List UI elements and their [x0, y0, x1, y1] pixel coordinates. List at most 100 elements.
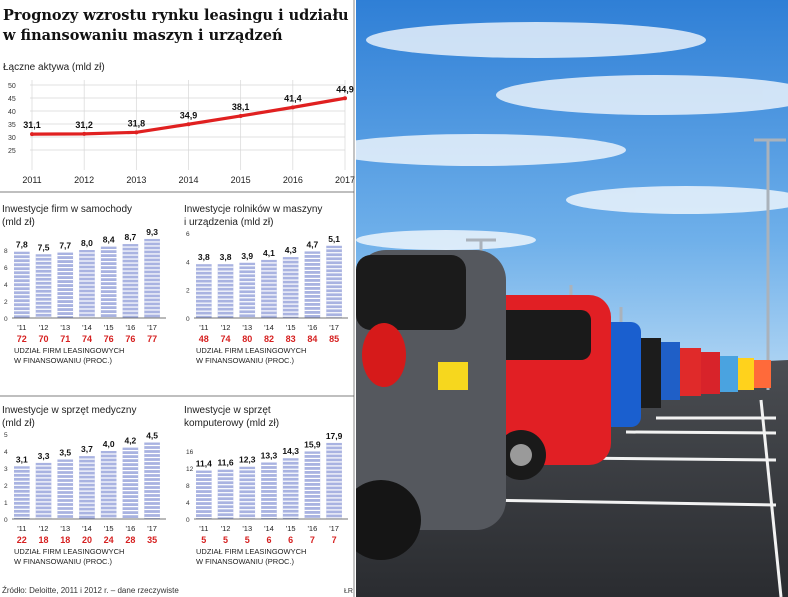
share-value: 84	[307, 334, 317, 344]
line-chart-point	[186, 122, 191, 127]
bar	[261, 259, 277, 318]
bar-data-label: 13,3	[261, 450, 278, 460]
bar-category-label: '14	[264, 323, 274, 332]
share-value: 5	[245, 535, 250, 545]
bar	[239, 466, 256, 519]
medical-equipment-bar-chart: Inwestycje w sprzęt medyczny (mld zł) 0 1 2 3…	[2, 405, 166, 566]
infographic-title-line1: Prognozy wzrostu rynku leasingu i udział…	[3, 7, 349, 24]
share-value: 80	[242, 334, 252, 344]
total-assets-line-chart: Łączne aktywa (mld zł) 25 30 35 40 45 50 2011 20…	[3, 62, 355, 185]
infographic-background	[0, 0, 356, 597]
bar-category-label: '14	[82, 524, 92, 533]
bar-chart-ytick: 0	[4, 316, 8, 323]
bar-data-label: 8,0	[81, 238, 93, 248]
farm-machinery-bar-chart: Inwestycje rolników w maszyny i urządzeni…	[184, 204, 348, 365]
bar-chart-ytick: 8	[186, 483, 190, 490]
line-chart-ytick: 40	[8, 109, 16, 116]
bar-category-label: '15	[104, 524, 114, 533]
bar-data-label: 4,3	[285, 245, 297, 255]
line-chart-point	[343, 96, 347, 101]
bar-category-label: '11	[17, 524, 26, 533]
share-value: 28	[125, 535, 135, 545]
share-value: 18	[39, 535, 49, 545]
cars-bar-chart: Inwestycje firm w samochody (mld zł) 0 2 4 6 8…	[2, 204, 166, 365]
bar-chart-ytick: 2	[4, 299, 8, 306]
line-chart-xtick: 2011	[22, 175, 41, 185]
line-chart-xtick: 2015	[231, 175, 251, 185]
bar-chart-ytick: 8	[4, 248, 8, 255]
bar	[282, 458, 299, 519]
line-chart-point	[238, 113, 243, 118]
share-value: 5	[223, 535, 228, 545]
share-value: 74	[221, 334, 231, 344]
bar-chart-ytick: 6	[186, 231, 190, 238]
line-chart-point	[134, 130, 139, 135]
share-value: 71	[60, 334, 70, 344]
infographic-title-line2: w finansowaniu maszyn i urządzeń	[2, 27, 283, 44]
bar-chart-title-line1: Inwestycje w sprzęt medyczny	[2, 405, 137, 416]
bar-category-label: '15	[286, 524, 296, 533]
bar-data-label: 7,8	[16, 240, 28, 250]
bar-chart-ytick: 0	[186, 316, 190, 323]
line-chart-xtick: 2017	[335, 175, 355, 185]
bar-category-label: '14	[264, 524, 274, 533]
line-chart-ytick: 35	[8, 122, 16, 129]
bar	[57, 252, 74, 318]
bar-data-label: 9,3	[146, 227, 158, 237]
bar-data-label: 3,8	[198, 252, 210, 262]
bar-data-label: 3,5	[59, 448, 71, 458]
line-chart-xtick: 2012	[74, 175, 94, 185]
bar	[122, 447, 139, 519]
author-credit: ŁR	[344, 588, 353, 595]
bar	[217, 469, 234, 519]
bar-chart-ytick: 5	[4, 432, 8, 439]
bar-data-label: 8,7	[124, 232, 136, 242]
share-value: 70	[39, 334, 49, 344]
share-caption-line1: UDZIAŁ FIRM LEASINGOWYCH	[14, 547, 124, 556]
bar-category-label: '17	[329, 524, 339, 533]
bar-category-label: '16	[307, 323, 317, 332]
share-caption-line1: UDZIAŁ FIRM LEASINGOWYCH	[196, 346, 306, 355]
bar	[196, 470, 212, 519]
bar	[35, 462, 52, 519]
line-chart-ytick: 25	[8, 148, 16, 155]
share-value: 76	[104, 334, 114, 344]
bar	[326, 245, 342, 318]
bar-category-label: '17	[147, 524, 157, 533]
share-value: 35	[147, 535, 157, 545]
line-chart-data-label: 31,2	[75, 120, 93, 130]
line-chart-xtick: 2013	[126, 175, 146, 185]
bar-chart-ytick: 3	[4, 466, 8, 473]
bar-data-label: 7,7	[59, 241, 71, 251]
bar	[35, 254, 52, 318]
share-value: 5	[201, 535, 206, 545]
bar-chart-ytick: 4	[4, 282, 8, 289]
bar-category-label: '12	[39, 524, 49, 533]
bar-data-label: 5,1	[328, 234, 340, 244]
bar	[304, 451, 321, 519]
line-chart-xtick: 2014	[178, 175, 198, 185]
bar-category-label: '16	[125, 524, 135, 533]
bar-chart-title-line2: (mld zł)	[2, 217, 35, 228]
bar-chart-ytick: 16	[186, 449, 194, 456]
share-caption-line1: UDZIAŁ FIRM LEASINGOWYCH	[196, 547, 306, 556]
bar	[14, 251, 30, 318]
bar-chart-title-line1: Inwestycje rolników w maszyny	[184, 204, 322, 215]
bar-chart-ytick: 12	[186, 466, 194, 473]
bar-data-label: 11,6	[217, 458, 233, 468]
bar-chart-title-line1: Inwestycje firm w samochody	[2, 204, 132, 215]
share-value: 85	[329, 334, 339, 344]
share-value: 22	[17, 535, 27, 545]
bar-chart-ytick: 2	[186, 288, 190, 295]
bar-category-label: '12	[221, 524, 231, 533]
bar-data-label: 11,4	[196, 459, 212, 469]
bar-chart-ytick: 0	[186, 517, 190, 524]
bar-category-label: '11	[199, 323, 208, 332]
share-value: 77	[147, 334, 157, 344]
bar-data-label: 8,4	[103, 235, 115, 245]
bar-category-label: '12	[221, 323, 231, 332]
share-value: 72	[17, 334, 27, 344]
share-caption-line2: W FINANSOWANIU (PROC.)	[196, 356, 295, 365]
bar-category-label: '17	[147, 323, 157, 332]
clouds	[356, 22, 788, 250]
